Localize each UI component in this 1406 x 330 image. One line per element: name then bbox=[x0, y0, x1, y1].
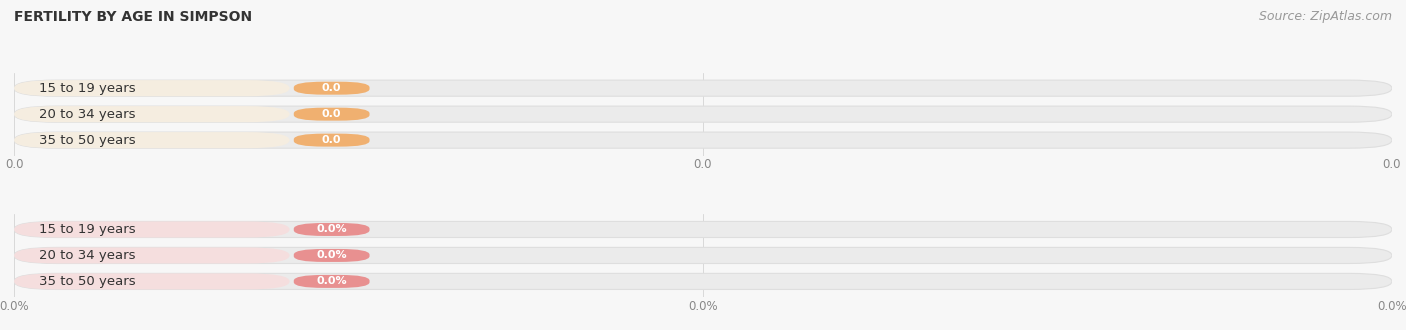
FancyBboxPatch shape bbox=[294, 249, 370, 262]
Text: 0.0%: 0.0% bbox=[316, 250, 347, 260]
Text: 0.0: 0.0 bbox=[322, 109, 342, 119]
Text: 20 to 34 years: 20 to 34 years bbox=[39, 108, 135, 121]
FancyBboxPatch shape bbox=[294, 108, 370, 121]
FancyBboxPatch shape bbox=[294, 275, 370, 288]
Text: 35 to 50 years: 35 to 50 years bbox=[39, 275, 135, 288]
FancyBboxPatch shape bbox=[14, 248, 1392, 263]
Text: 0.0%: 0.0% bbox=[316, 277, 347, 286]
FancyBboxPatch shape bbox=[14, 248, 290, 263]
Text: FERTILITY BY AGE IN SIMPSON: FERTILITY BY AGE IN SIMPSON bbox=[14, 10, 252, 24]
FancyBboxPatch shape bbox=[14, 106, 1392, 122]
FancyBboxPatch shape bbox=[294, 82, 370, 95]
FancyBboxPatch shape bbox=[14, 106, 290, 122]
FancyBboxPatch shape bbox=[14, 273, 290, 289]
FancyBboxPatch shape bbox=[14, 80, 290, 96]
FancyBboxPatch shape bbox=[14, 221, 1392, 238]
FancyBboxPatch shape bbox=[294, 223, 370, 236]
Text: 0.0: 0.0 bbox=[322, 83, 342, 93]
Text: 0.0%: 0.0% bbox=[316, 224, 347, 235]
Text: 0.0: 0.0 bbox=[322, 135, 342, 145]
FancyBboxPatch shape bbox=[14, 273, 1392, 289]
Text: 15 to 19 years: 15 to 19 years bbox=[39, 82, 135, 95]
FancyBboxPatch shape bbox=[14, 221, 290, 238]
Text: Source: ZipAtlas.com: Source: ZipAtlas.com bbox=[1258, 10, 1392, 23]
Text: 20 to 34 years: 20 to 34 years bbox=[39, 249, 135, 262]
FancyBboxPatch shape bbox=[14, 132, 290, 148]
FancyBboxPatch shape bbox=[294, 134, 370, 147]
Text: 15 to 19 years: 15 to 19 years bbox=[39, 223, 135, 236]
FancyBboxPatch shape bbox=[14, 80, 1392, 96]
Text: 35 to 50 years: 35 to 50 years bbox=[39, 134, 135, 147]
FancyBboxPatch shape bbox=[14, 132, 1392, 148]
